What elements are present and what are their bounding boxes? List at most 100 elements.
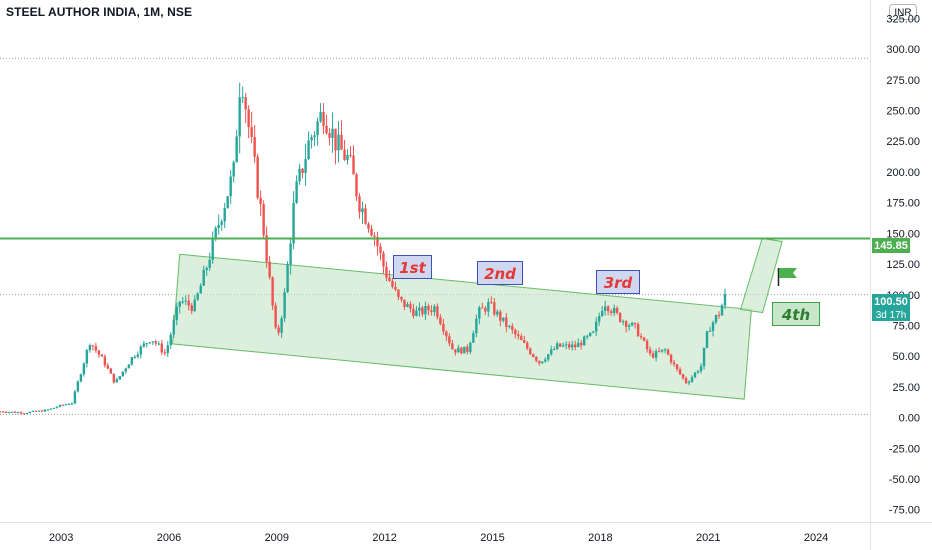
candle-197 bbox=[588, 332, 592, 337]
candle-233 bbox=[696, 369, 700, 374]
candle-body bbox=[663, 349, 667, 351]
price-axis[interactable]: 325.00 300.00 275.00 250.00 225.00 200.00 175.… bbox=[886, 13, 920, 516]
candle-body bbox=[556, 343, 559, 350]
candle-55 bbox=[163, 348, 166, 356]
candle-7 bbox=[19, 411, 23, 415]
candle-103 bbox=[307, 131, 310, 160]
label-2nd[interactable]: 2nd bbox=[477, 261, 523, 285]
candle-body bbox=[241, 97, 244, 99]
candle-164 bbox=[490, 296, 493, 304]
candle-203 bbox=[606, 305, 610, 316]
candle-130 bbox=[388, 270, 391, 282]
candle-143 bbox=[427, 303, 430, 316]
candle-body bbox=[259, 197, 262, 205]
candle-body bbox=[600, 310, 604, 316]
candle-body bbox=[145, 343, 148, 345]
candle-156 bbox=[466, 344, 469, 355]
candle-223 bbox=[666, 348, 670, 356]
candle-body bbox=[106, 365, 110, 369]
candle-body bbox=[217, 224, 220, 228]
candle-115 bbox=[343, 139, 346, 161]
label-1st[interactable]: 1st bbox=[393, 255, 432, 279]
candle-129 bbox=[385, 261, 388, 282]
candle-body bbox=[621, 321, 625, 323]
candle-2 bbox=[4, 411, 8, 414]
label-4th[interactable]: 4th bbox=[772, 302, 820, 326]
candle-27 bbox=[79, 373, 83, 383]
channel-drawing[interactable] bbox=[172, 237, 783, 400]
candles bbox=[0, 82, 727, 415]
candle-241 bbox=[720, 303, 724, 316]
candle-body bbox=[178, 301, 181, 307]
candle-121 bbox=[361, 201, 364, 224]
candle-111 bbox=[331, 112, 334, 153]
candle-112 bbox=[334, 128, 337, 165]
candle-124 bbox=[370, 225, 373, 237]
candle-body bbox=[430, 310, 433, 312]
candle-body bbox=[627, 325, 631, 327]
candle-60 bbox=[178, 301, 181, 314]
candle-28 bbox=[82, 362, 86, 377]
candle-237 bbox=[708, 326, 712, 332]
candle-24 bbox=[70, 402, 74, 405]
candle-145 bbox=[433, 303, 436, 317]
candle-body bbox=[226, 196, 229, 209]
candle-54 bbox=[160, 339, 163, 356]
candle-body bbox=[295, 181, 298, 203]
candle-144 bbox=[430, 305, 433, 316]
candle-body bbox=[693, 372, 697, 378]
label-3rd[interactable]: 3rd bbox=[596, 270, 640, 294]
candle-126 bbox=[376, 231, 379, 256]
candle-71 bbox=[211, 231, 214, 264]
candle-body bbox=[424, 305, 427, 315]
candle-body bbox=[334, 128, 337, 151]
candle-138 bbox=[412, 303, 415, 319]
candle-body bbox=[508, 326, 511, 328]
candle-body bbox=[250, 127, 253, 137]
candle-9 bbox=[25, 412, 29, 415]
candle-body bbox=[304, 159, 307, 174]
candle-body bbox=[606, 306, 610, 312]
candle-150 bbox=[448, 333, 451, 347]
flag-icon[interactable] bbox=[777, 268, 798, 286]
y-tick-label: -25.00 bbox=[889, 443, 920, 455]
candle-236 bbox=[705, 330, 709, 349]
candle-body bbox=[61, 404, 65, 406]
candle-body bbox=[475, 318, 478, 334]
x-tick-label: 2009 bbox=[265, 532, 289, 544]
candle-83 bbox=[247, 105, 250, 139]
candle-body bbox=[544, 359, 547, 362]
candle-86 bbox=[256, 153, 259, 200]
candle-body bbox=[466, 346, 469, 352]
candle-body bbox=[256, 156, 259, 198]
candle-body bbox=[121, 371, 125, 377]
candle-14 bbox=[40, 409, 44, 412]
candle-body bbox=[127, 364, 131, 369]
candle-174 bbox=[520, 333, 523, 341]
candle-body bbox=[708, 330, 712, 332]
candle-142 bbox=[424, 301, 427, 320]
label-4th-box bbox=[772, 302, 820, 326]
candle-body bbox=[714, 315, 718, 323]
candle-119 bbox=[355, 172, 358, 201]
candle-body bbox=[442, 323, 445, 332]
time-axis[interactable]: 2003 2006 2009 2012 2015 2018 2021 2024 bbox=[49, 532, 828, 544]
candle-body bbox=[409, 304, 412, 309]
candle-body bbox=[133, 356, 137, 358]
candle-body bbox=[702, 347, 706, 367]
candle-body bbox=[523, 340, 526, 343]
candle-190 bbox=[568, 341, 571, 350]
candle-230 bbox=[687, 380, 691, 386]
candle-body bbox=[469, 342, 472, 352]
candle-149 bbox=[445, 330, 448, 342]
candle-39 bbox=[115, 377, 119, 383]
candle-82 bbox=[244, 92, 247, 124]
candle-body bbox=[705, 331, 709, 348]
candle-body bbox=[55, 406, 59, 408]
candle-body bbox=[265, 235, 268, 262]
currency-badge[interactable]: INR bbox=[889, 4, 917, 20]
candle-205 bbox=[612, 304, 616, 317]
candle-210 bbox=[627, 323, 631, 331]
candle-body bbox=[25, 413, 29, 415]
